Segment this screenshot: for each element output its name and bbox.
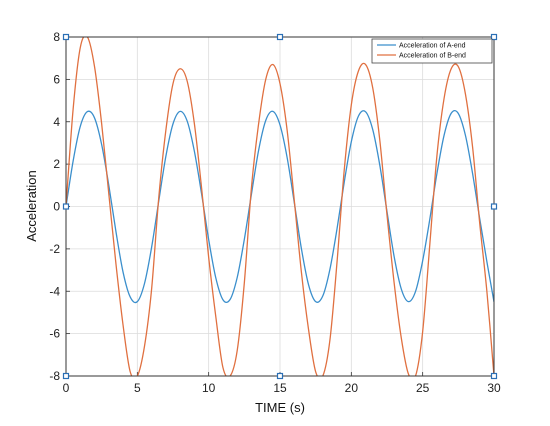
selection-handles (62, 33, 498, 380)
resize-handle[interactable] (276, 33, 284, 41)
x-tick-label: 20 (345, 381, 359, 395)
tick-labels: 0 5 10 15 20 25 30 -8 -6 -4 -2 0 2 4 6 8 (49, 30, 501, 395)
legend: Acceleration of A-end Acceleration of B-… (371, 38, 493, 64)
y-tick-label: -6 (49, 327, 60, 341)
resize-handle[interactable] (490, 203, 498, 210)
y-axis-title: Acceleration (24, 170, 39, 242)
y-tick-label: -2 (49, 242, 60, 256)
legend-label-a-end: Acceleration of A-end (399, 43, 466, 50)
x-tick-label: 10 (202, 381, 216, 395)
legend-box (371, 38, 493, 64)
y-tick-label: 8 (53, 30, 60, 44)
resize-handle[interactable] (276, 372, 284, 380)
x-tick-label: 30 (487, 381, 501, 395)
resize-handle[interactable] (62, 203, 70, 210)
x-tick-label: 25 (416, 381, 430, 395)
x-tick-label: 15 (273, 381, 287, 395)
y-tick-label: -8 (49, 369, 60, 383)
x-axis-title: TIME (s) (255, 400, 305, 415)
x-tick-label: 5 (134, 381, 141, 395)
y-tick-label: 2 (53, 157, 60, 171)
resize-handle[interactable] (62, 33, 70, 41)
resize-handle[interactable] (62, 372, 70, 380)
legend-label-b-end: Acceleration of B-end (399, 53, 466, 60)
y-tick-label: -4 (49, 284, 60, 298)
y-tick-label: 6 (53, 72, 60, 86)
resize-handle[interactable] (490, 372, 498, 380)
x-tick-label: 0 (63, 381, 70, 395)
resize-handle[interactable] (490, 33, 498, 41)
series-line-a-end (66, 109, 494, 304)
y-tick-label: 4 (53, 115, 60, 129)
y-tick-label: 0 (53, 200, 60, 214)
